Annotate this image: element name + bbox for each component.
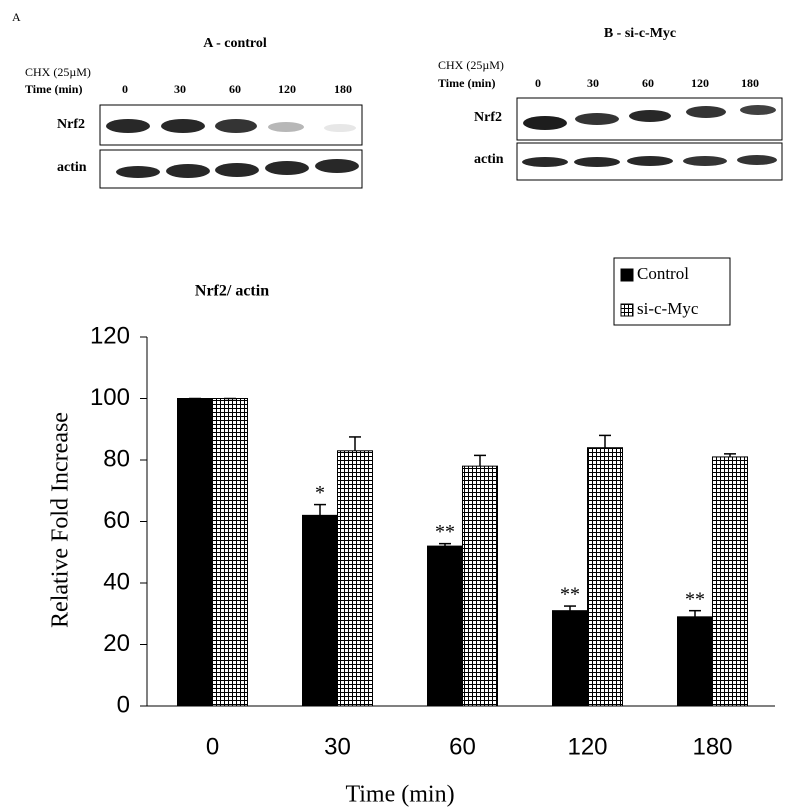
band	[215, 119, 257, 133]
chart-title: Nrf2/ actin	[195, 283, 269, 300]
treatment-label: CHX (25µM)	[25, 65, 91, 79]
band	[116, 166, 160, 178]
error-bar	[474, 454, 486, 467]
x-tick-label: 0	[206, 733, 219, 760]
y-tick-label: 120	[90, 322, 130, 349]
band	[686, 106, 726, 118]
legend-swatch	[620, 303, 634, 317]
x-tick-label: 30	[324, 733, 351, 760]
band	[166, 164, 210, 178]
y-tick-label: 0	[117, 691, 130, 718]
band	[315, 159, 359, 173]
band	[215, 163, 259, 177]
blot-title: A - control	[203, 36, 267, 51]
error-bar	[689, 609, 701, 617]
legend-swatch	[620, 268, 634, 282]
error-bar	[724, 453, 736, 457]
blot-a: A - control CHX (25µM) Time (min) 0 30 6…	[25, 36, 363, 189]
band	[575, 113, 619, 125]
band	[522, 157, 568, 167]
bar	[462, 465, 498, 707]
row-label: actin	[474, 152, 504, 167]
time: 120	[691, 76, 709, 90]
error-bar	[599, 434, 611, 448]
time: 0	[535, 76, 541, 90]
error-bar	[439, 542, 451, 547]
time: 180	[741, 76, 759, 90]
band	[740, 105, 776, 115]
band	[523, 116, 567, 130]
row-label: Nrf2	[57, 117, 85, 132]
band	[683, 156, 727, 166]
y-tick-label: 80	[103, 445, 130, 472]
bar	[337, 450, 373, 707]
bar	[302, 514, 338, 707]
legend-label: Control	[637, 264, 689, 283]
bar	[677, 616, 713, 707]
row-label: actin	[57, 160, 87, 175]
band	[268, 122, 304, 132]
time-label: Time (min)	[438, 76, 495, 90]
annotation: *	[315, 482, 325, 504]
x-tick-label: 120	[567, 733, 607, 760]
time: 60	[229, 82, 241, 96]
bar	[587, 447, 623, 707]
bar	[712, 456, 748, 707]
blot-title: B - si-c-Myc	[604, 26, 676, 41]
legend-label: si-c-Myc	[637, 299, 699, 318]
time-label: Time (min)	[25, 82, 82, 96]
error-bar	[349, 436, 361, 451]
x-axis-title: Time (min)	[345, 782, 454, 808]
bar	[552, 610, 588, 707]
treatment-label: CHX (25µM)	[438, 58, 504, 72]
error-bar	[564, 605, 576, 611]
panel-label: A	[12, 10, 21, 24]
band	[161, 119, 205, 133]
time: 30	[174, 82, 186, 96]
y-tick-label: 100	[90, 384, 130, 411]
band	[629, 110, 671, 122]
time: 120	[278, 82, 296, 96]
band	[106, 119, 150, 133]
time: 180	[334, 82, 352, 96]
annotation: **	[435, 521, 455, 543]
band	[265, 161, 309, 175]
y-axis-title: Relative Fold Increase	[48, 412, 74, 628]
time: 0	[122, 82, 128, 96]
y-tick-label: 60	[103, 507, 130, 534]
band	[737, 155, 777, 165]
bar	[427, 545, 463, 707]
bar	[212, 398, 248, 707]
annotation: **	[560, 584, 580, 606]
bar	[177, 398, 213, 707]
time: 30	[587, 76, 599, 90]
blot-b: B - si-c-Myc CHX (25µM) Time (min) 0 30 …	[438, 26, 783, 181]
error-bar	[314, 503, 326, 516]
row-label: Nrf2	[474, 110, 502, 125]
band	[627, 156, 673, 166]
annotation: **	[685, 588, 705, 610]
x-tick-label: 180	[692, 733, 732, 760]
band	[574, 157, 620, 167]
time: 60	[642, 76, 654, 90]
y-tick-label: 20	[103, 630, 130, 657]
x-tick-label: 60	[449, 733, 476, 760]
band	[324, 124, 356, 132]
y-tick-label: 40	[103, 568, 130, 595]
